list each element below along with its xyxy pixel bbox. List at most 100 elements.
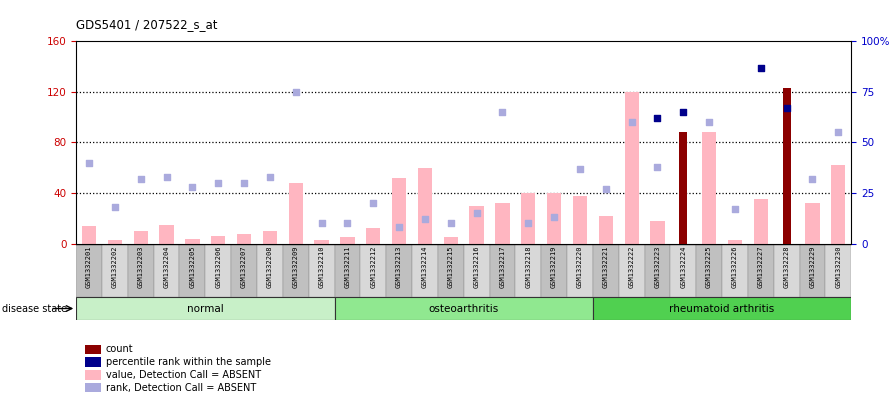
Point	[599, 186, 613, 192]
Bar	[625, 92, 639, 244]
Bar	[495, 203, 510, 244]
Text: GSM1332211: GSM1332211	[344, 245, 350, 288]
Bar	[489, 244, 515, 297]
Point	[625, 119, 639, 125]
Text: disease state: disease state	[2, 303, 67, 314]
Bar	[599, 216, 613, 244]
Point	[159, 174, 174, 180]
Text: GSM1332230: GSM1332230	[835, 245, 841, 288]
Bar	[334, 297, 593, 320]
Point	[418, 216, 432, 222]
Bar	[593, 297, 851, 320]
Point	[237, 180, 251, 186]
Bar	[593, 244, 618, 297]
Text: GSM1332204: GSM1332204	[164, 245, 169, 288]
Point	[676, 109, 691, 115]
Bar	[283, 244, 308, 297]
Text: GSM1332225: GSM1332225	[706, 245, 712, 288]
Point	[728, 206, 742, 212]
Bar	[159, 225, 174, 244]
Point	[340, 220, 355, 226]
Text: osteoarthritis: osteoarthritis	[428, 303, 499, 314]
Text: GSM1332208: GSM1332208	[267, 245, 273, 288]
Bar	[360, 244, 386, 297]
Point	[392, 224, 406, 231]
Bar	[154, 244, 179, 297]
Text: GSM1332203: GSM1332203	[138, 245, 143, 288]
Bar	[108, 240, 122, 244]
Point	[650, 115, 665, 121]
Point	[831, 129, 846, 136]
Bar	[679, 132, 687, 244]
Point	[702, 119, 716, 125]
Text: GSM1332224: GSM1332224	[680, 245, 686, 288]
Point	[780, 105, 794, 111]
Point	[650, 163, 665, 170]
Bar	[783, 88, 790, 244]
Bar	[825, 244, 851, 297]
Bar	[670, 244, 696, 297]
Bar	[644, 244, 670, 297]
Text: GSM1332219: GSM1332219	[551, 245, 557, 288]
Text: value, Detection Call = ABSENT: value, Detection Call = ABSENT	[106, 370, 261, 380]
Point	[547, 214, 561, 220]
Bar	[82, 226, 96, 244]
Point	[754, 64, 768, 71]
Bar	[85, 358, 101, 367]
Point	[495, 109, 510, 115]
Text: GSM1332201: GSM1332201	[86, 245, 92, 288]
Text: count: count	[106, 345, 134, 354]
Point	[314, 220, 329, 226]
Bar	[237, 233, 251, 244]
Point	[470, 210, 484, 217]
Bar	[831, 165, 846, 244]
Bar	[702, 132, 716, 244]
Bar	[722, 244, 748, 297]
Text: GSM1332227: GSM1332227	[758, 245, 763, 288]
Bar	[386, 244, 412, 297]
Text: GSM1332215: GSM1332215	[448, 245, 453, 288]
Text: GSM1332202: GSM1332202	[112, 245, 118, 288]
Text: normal: normal	[187, 303, 224, 314]
Bar	[515, 244, 541, 297]
Bar	[289, 183, 303, 244]
Bar	[470, 206, 484, 244]
Text: GSM1332213: GSM1332213	[396, 245, 402, 288]
Bar	[314, 240, 329, 244]
Bar	[573, 196, 587, 244]
Bar	[85, 370, 101, 380]
Bar	[211, 236, 226, 244]
Text: GSM1332220: GSM1332220	[577, 245, 583, 288]
Text: GSM1332207: GSM1332207	[241, 245, 247, 288]
Bar	[179, 244, 205, 297]
Bar	[799, 244, 825, 297]
Text: GSM1332222: GSM1332222	[629, 245, 634, 288]
Text: GSM1332214: GSM1332214	[422, 245, 428, 288]
Bar	[748, 244, 773, 297]
Bar	[547, 193, 561, 244]
Bar	[308, 244, 334, 297]
Bar	[76, 244, 102, 297]
Point	[82, 160, 96, 166]
Text: percentile rank within the sample: percentile rank within the sample	[106, 357, 271, 367]
Bar	[85, 345, 101, 354]
Bar	[619, 244, 644, 297]
Text: GSM1332226: GSM1332226	[732, 245, 738, 288]
Bar	[134, 231, 148, 244]
Text: GSM1332205: GSM1332205	[189, 245, 195, 288]
Bar	[728, 240, 742, 244]
Text: GSM1332221: GSM1332221	[603, 245, 608, 288]
Bar	[464, 244, 489, 297]
Bar	[366, 228, 381, 244]
Bar	[806, 203, 820, 244]
Point	[444, 220, 458, 226]
Bar	[340, 237, 355, 244]
Point	[134, 176, 148, 182]
Text: GSM1332206: GSM1332206	[215, 245, 221, 288]
Text: GDS5401 / 207522_s_at: GDS5401 / 207522_s_at	[76, 18, 218, 31]
Bar	[650, 221, 665, 244]
Point	[211, 180, 226, 186]
Bar	[418, 168, 432, 244]
Text: GSM1332212: GSM1332212	[370, 245, 376, 288]
Bar	[257, 244, 283, 297]
